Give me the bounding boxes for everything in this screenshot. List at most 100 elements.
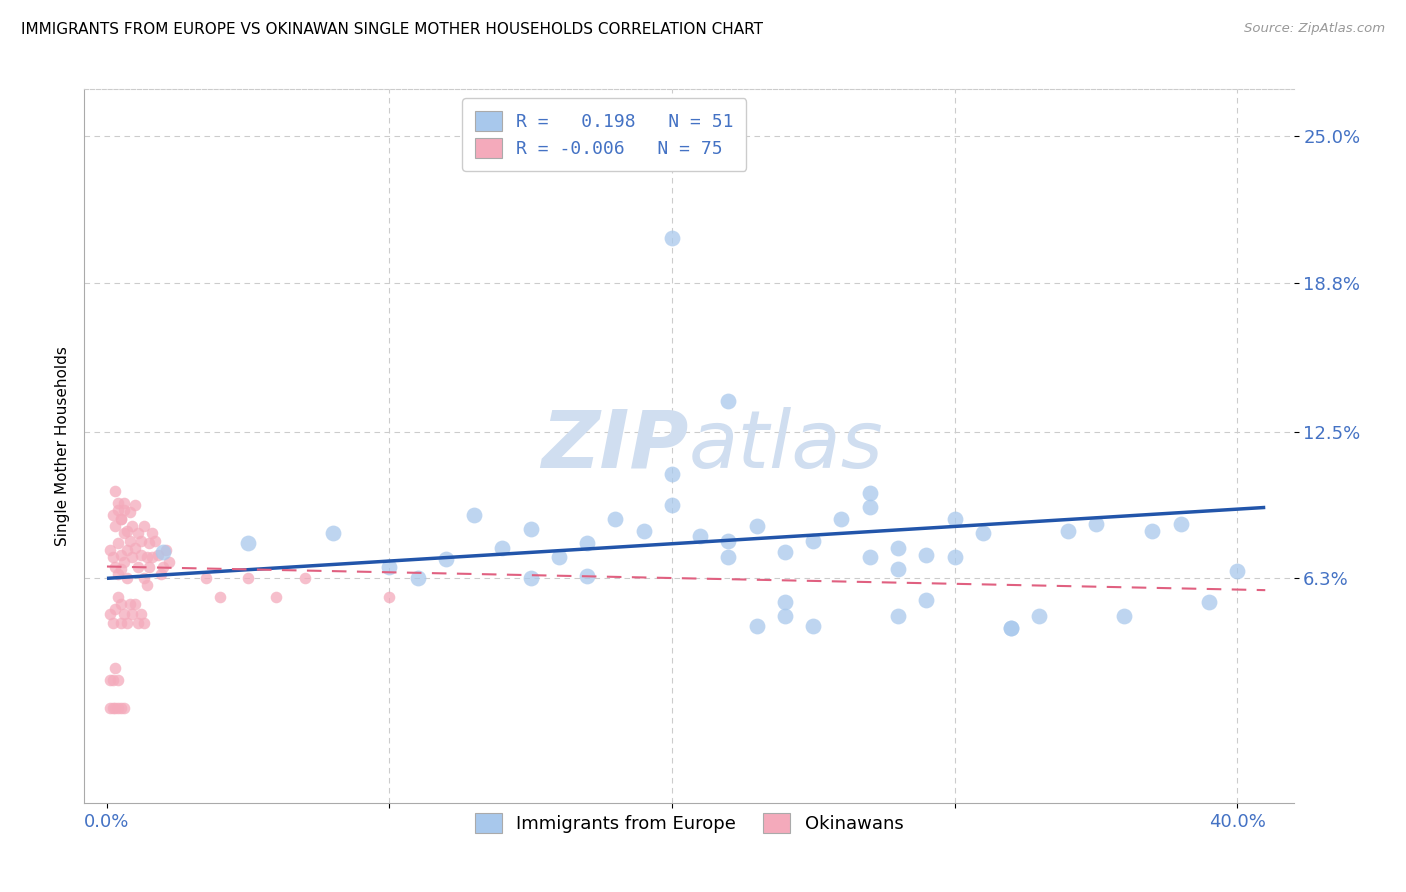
Point xyxy=(132,571,155,585)
Point xyxy=(101,673,124,687)
Point xyxy=(605,512,627,526)
Point xyxy=(406,571,429,585)
Point xyxy=(101,701,124,715)
Point xyxy=(129,533,152,548)
Point xyxy=(135,578,157,592)
Point xyxy=(689,529,711,543)
Point xyxy=(661,498,683,512)
Point xyxy=(118,505,141,519)
Point xyxy=(146,548,169,562)
Point xyxy=(135,550,157,565)
Point xyxy=(717,533,740,548)
Point xyxy=(1170,516,1192,531)
Point xyxy=(110,512,132,526)
Point xyxy=(491,541,513,555)
Point xyxy=(98,607,121,621)
Text: Source: ZipAtlas.com: Source: ZipAtlas.com xyxy=(1244,22,1385,36)
Point xyxy=(155,543,177,558)
Point xyxy=(633,524,655,538)
Point xyxy=(121,519,143,533)
Point xyxy=(129,548,152,562)
Point xyxy=(112,526,135,541)
Point xyxy=(717,394,740,409)
Point xyxy=(110,512,132,526)
Point xyxy=(745,519,768,533)
Point xyxy=(661,467,683,482)
Point xyxy=(831,512,853,526)
Point xyxy=(101,550,124,565)
Point xyxy=(107,701,129,715)
Point xyxy=(1112,609,1135,624)
Point xyxy=(141,526,163,541)
Point xyxy=(661,231,683,245)
Point xyxy=(887,609,910,624)
Text: ZIP: ZIP xyxy=(541,407,689,485)
Point xyxy=(143,533,166,548)
Point xyxy=(238,571,260,585)
Point xyxy=(887,562,910,576)
Point xyxy=(129,607,152,621)
Point xyxy=(118,597,141,611)
Point xyxy=(98,701,121,715)
Point xyxy=(138,559,160,574)
Point xyxy=(121,550,143,565)
Point xyxy=(132,519,155,533)
Point xyxy=(238,536,260,550)
Point xyxy=(1142,524,1164,538)
Point xyxy=(152,545,174,559)
Point xyxy=(104,559,127,574)
Point xyxy=(972,526,994,541)
Point xyxy=(101,616,124,631)
Point xyxy=(141,550,163,565)
Point xyxy=(378,591,401,605)
Point xyxy=(1198,595,1220,609)
Point xyxy=(915,592,938,607)
Point xyxy=(717,550,740,565)
Point xyxy=(124,498,146,512)
Point xyxy=(548,550,571,565)
Point xyxy=(101,508,124,522)
Point xyxy=(266,591,288,605)
Point xyxy=(115,616,138,631)
Point xyxy=(112,701,135,715)
Point xyxy=(1056,524,1078,538)
Point xyxy=(1028,609,1050,624)
Point xyxy=(104,602,127,616)
Point xyxy=(294,571,316,585)
Point xyxy=(107,496,129,510)
Point xyxy=(1084,516,1107,531)
Point xyxy=(124,541,146,555)
Point xyxy=(115,571,138,585)
Point xyxy=(378,559,401,574)
Point xyxy=(118,533,141,548)
Text: atlas: atlas xyxy=(689,407,884,485)
Point xyxy=(98,673,121,687)
Legend: Immigrants from Europe, Okinawans: Immigrants from Europe, Okinawans xyxy=(464,802,914,844)
Point xyxy=(859,486,882,500)
Point xyxy=(576,536,599,550)
Point xyxy=(110,616,132,631)
Point xyxy=(1000,621,1022,635)
Point xyxy=(434,552,457,566)
Point xyxy=(127,526,149,541)
Point xyxy=(112,555,135,569)
Point xyxy=(127,559,149,574)
Point xyxy=(115,524,138,538)
Point xyxy=(859,500,882,515)
Point xyxy=(104,661,127,675)
Point xyxy=(773,595,796,609)
Point xyxy=(1000,621,1022,635)
Point xyxy=(124,597,146,611)
Text: IMMIGRANTS FROM EUROPE VS OKINAWAN SINGLE MOTHER HOUSEHOLDS CORRELATION CHART: IMMIGRANTS FROM EUROPE VS OKINAWAN SINGL… xyxy=(21,22,763,37)
Point xyxy=(115,543,138,558)
Point xyxy=(138,536,160,550)
Point xyxy=(149,566,172,581)
Point xyxy=(104,519,127,533)
Point xyxy=(576,569,599,583)
Point xyxy=(194,571,217,585)
Point xyxy=(104,483,127,498)
Point xyxy=(112,503,135,517)
Point xyxy=(208,591,231,605)
Point xyxy=(107,566,129,581)
Point xyxy=(157,555,180,569)
